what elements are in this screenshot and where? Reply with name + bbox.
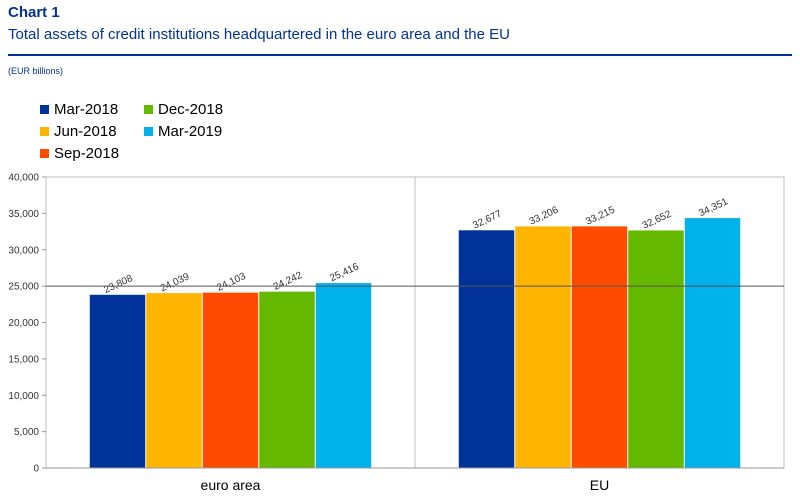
bar <box>202 292 259 468</box>
chart-title: Total assets of credit institutions head… <box>8 26 510 43</box>
data-label: 32,677 <box>471 208 504 231</box>
data-label: 34,351 <box>697 196 730 219</box>
chart-header: Chart 1 Total assets of credit instituti… <box>0 0 800 80</box>
data-label: 24,242 <box>272 270 305 293</box>
legend-item-sep-2018: Sep-2018 <box>40 145 119 162</box>
category-label: euro area <box>201 477 261 493</box>
legend-item-mar-2019: Mar-2019 <box>144 123 222 140</box>
y-tick-label: 10,000 <box>8 391 39 402</box>
y-tick-label: 15,000 <box>8 354 39 365</box>
legend-swatch <box>40 105 49 114</box>
data-label: 23,808 <box>102 273 135 296</box>
legend-label: Mar-2019 <box>158 123 223 140</box>
y-tick-label: 25,000 <box>8 282 39 293</box>
bar <box>146 293 202 468</box>
data-label: 24,103 <box>215 271 248 294</box>
unit-note: (EUR billions) <box>8 66 64 76</box>
bar <box>684 218 741 468</box>
data-label: 25,416 <box>328 261 361 284</box>
bar <box>89 294 146 468</box>
data-label: 33,206 <box>528 205 561 228</box>
data-label: 32,652 <box>641 209 674 232</box>
data-label: 33,215 <box>584 204 617 227</box>
y-tick-label: 20,000 <box>8 318 39 329</box>
legend-item-dec-2018: Dec-2018 <box>144 101 223 118</box>
bar <box>628 230 684 468</box>
data-label: 24,039 <box>159 271 192 294</box>
y-tick-label: 30,000 <box>8 245 39 256</box>
category-label: EU <box>590 477 609 493</box>
bar <box>515 226 571 468</box>
legend-item-jun-2018: Jun-2018 <box>40 123 117 140</box>
chart-legend: Mar-2018 Jun-2018 Sep-2018 Dec-2018 Mar-… <box>40 101 300 167</box>
y-tick-label: 35,000 <box>8 209 39 220</box>
bar <box>571 226 628 468</box>
y-tick-label: 0 <box>33 464 39 475</box>
legend-swatch <box>40 149 49 158</box>
legend-swatch <box>144 105 153 114</box>
legend-swatch <box>144 127 153 136</box>
legend-swatch <box>40 127 49 136</box>
legend-label: Jun-2018 <box>54 123 117 140</box>
bar <box>458 230 515 468</box>
bar <box>315 283 372 468</box>
title-divider <box>8 54 792 56</box>
y-tick-label: 5,000 <box>14 427 39 438</box>
legend-item-mar-2018: Mar-2018 <box>40 101 118 118</box>
legend-label: Dec-2018 <box>158 101 224 118</box>
y-tick-label: 40,000 <box>8 173 39 184</box>
bar <box>259 291 315 468</box>
chart-number: Chart 1 <box>8 4 60 21</box>
legend-label: Mar-2018 <box>54 101 119 118</box>
legend-label: Sep-2018 <box>54 145 120 162</box>
